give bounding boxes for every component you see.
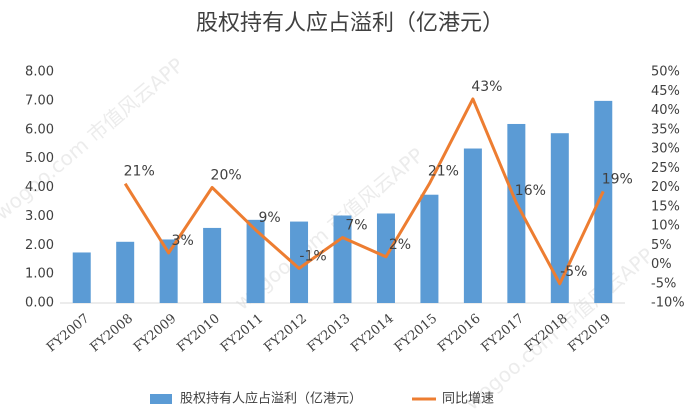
data-label: 21% xyxy=(428,164,459,180)
y-tick-label: 8.00 xyxy=(25,65,54,80)
y2-tick-label: 10% xyxy=(651,219,680,234)
y2-tick-label: 20% xyxy=(651,180,680,195)
line xyxy=(123,97,605,286)
bar xyxy=(203,227,222,303)
data-label: 21% xyxy=(124,164,155,180)
chart-title: 股权持有人应占溢利（亿港元） xyxy=(196,11,504,36)
data-label: 7% xyxy=(345,218,367,234)
y-tick-label: 7.00 xyxy=(25,93,54,108)
bar xyxy=(159,239,178,303)
y-tick-label: 2.00 xyxy=(25,238,54,253)
y2-tick-label: 35% xyxy=(651,122,680,137)
legend-label: 同比增速 xyxy=(442,392,494,407)
data-label: -1% xyxy=(299,248,326,264)
data-label: 43% xyxy=(471,79,502,95)
y2-tick-label: 40% xyxy=(651,103,680,118)
y2-tick-label: 15% xyxy=(651,199,680,214)
legend-label: 股权持有人应占溢利（亿港元） xyxy=(180,391,362,407)
y-tick-label: 3.00 xyxy=(25,209,54,224)
bar xyxy=(420,194,439,303)
y2-tick-label: 30% xyxy=(651,142,680,157)
y2-tick-label: 50% xyxy=(651,65,680,80)
y2-tick-label: 25% xyxy=(651,161,680,176)
y2-tick-label: 0% xyxy=(651,257,672,272)
bar xyxy=(594,100,613,303)
bar xyxy=(333,215,352,303)
data-label: 20% xyxy=(211,168,242,184)
bar xyxy=(116,241,135,303)
y2-tick-label: 5% xyxy=(651,238,672,253)
legend-swatch xyxy=(150,394,172,404)
bar xyxy=(463,148,482,303)
data-label: 9% xyxy=(258,210,280,226)
y2-tick-label: -5% xyxy=(651,276,676,291)
bar xyxy=(72,252,91,303)
y-tick-label: 1.00 xyxy=(25,267,54,282)
y-tick-label: 5.00 xyxy=(25,151,54,166)
y-tick-label: 6.00 xyxy=(25,122,54,137)
bar xyxy=(550,133,569,303)
data-label: 2% xyxy=(389,237,411,253)
y-tick-label: 0.00 xyxy=(25,296,54,311)
data-label: 3% xyxy=(172,233,194,249)
bar xyxy=(507,123,526,303)
y2-tick-label: -10% xyxy=(651,296,685,311)
y2-tick-label: 45% xyxy=(651,84,680,99)
y-tick-label: 4.00 xyxy=(25,180,54,195)
data-label: 16% xyxy=(515,183,546,199)
data-label: 19% xyxy=(602,171,633,187)
bar xyxy=(290,221,309,303)
bar xyxy=(246,219,265,303)
data-label: -5% xyxy=(560,264,587,280)
